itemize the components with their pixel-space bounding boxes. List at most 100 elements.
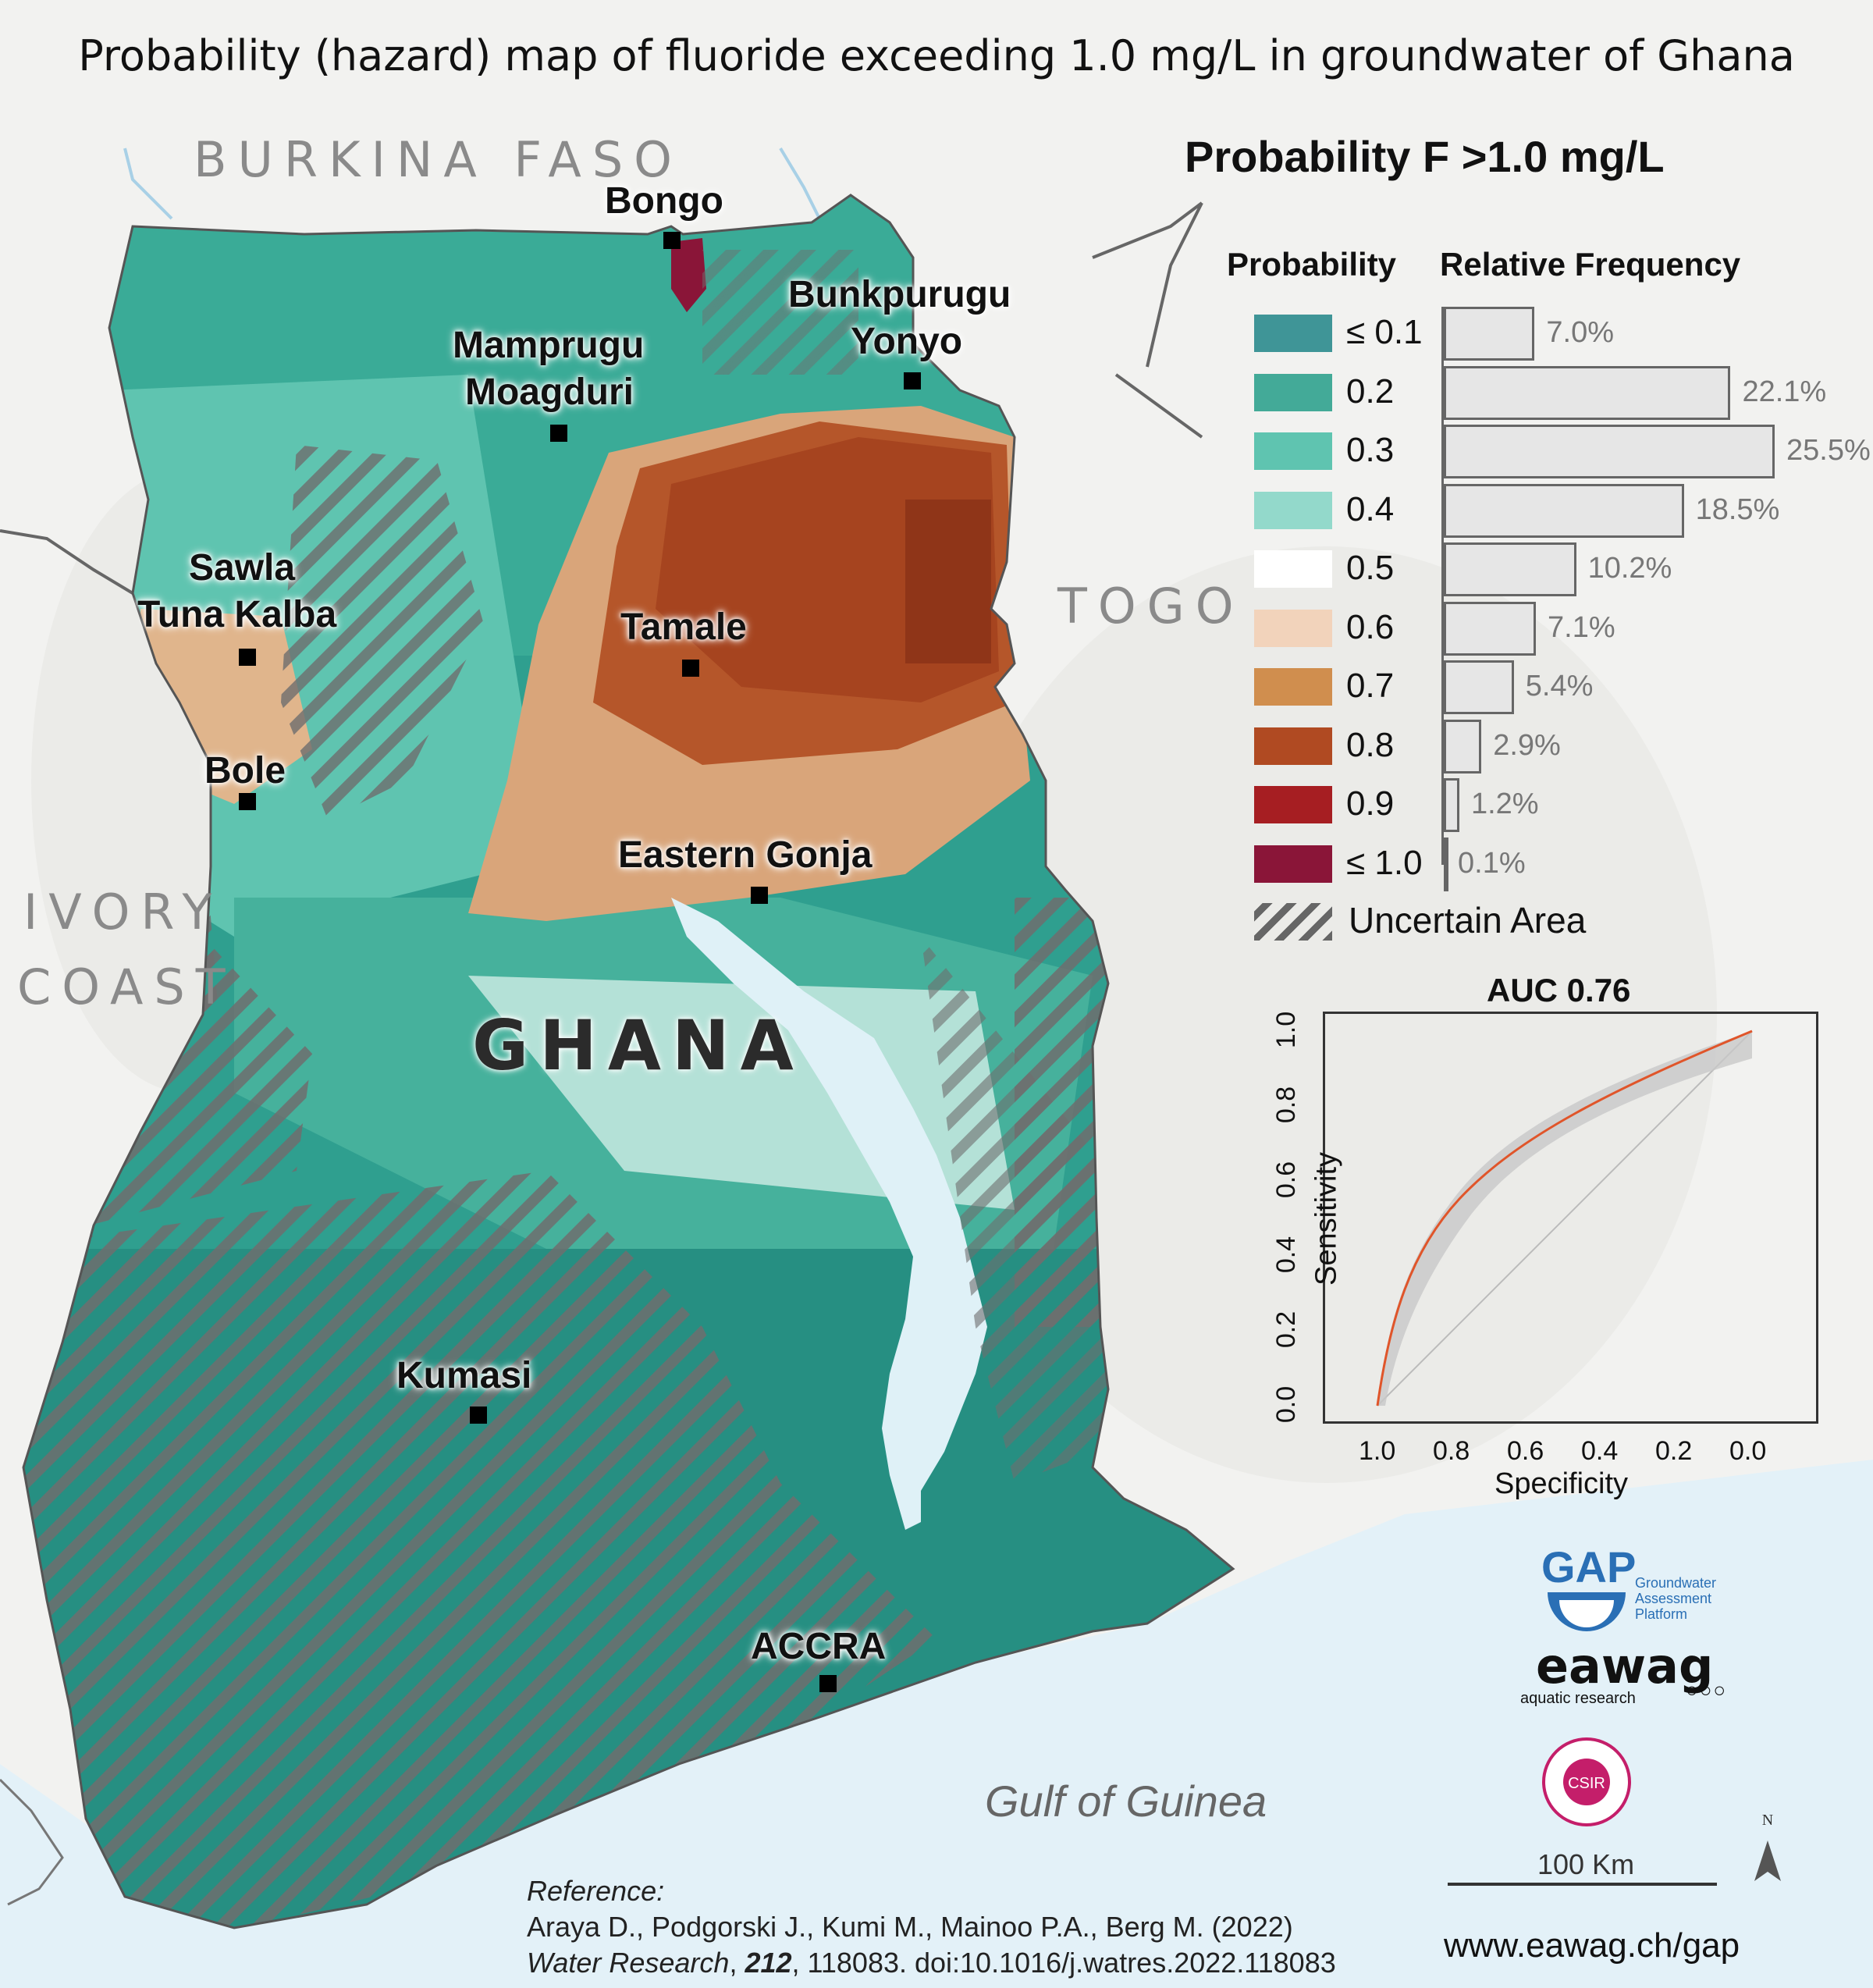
- city-marker-bunkpurugu-yonyo: [904, 372, 921, 389]
- reference-volume: 212: [745, 1947, 792, 1979]
- legend-class-label: ≤ 1.0: [1346, 843, 1423, 882]
- city-label-mamprugu: Mamprugu: [453, 325, 645, 366]
- legend-class-label: 0.4: [1346, 489, 1395, 528]
- frequency-value-label: 25.5%: [1786, 434, 1871, 467]
- gap-sub-line1: Groundwater: [1635, 1575, 1717, 1591]
- frequency-value-label: 0.1%: [1458, 846, 1526, 880]
- csir-logo-text: CSIR: [1568, 1775, 1605, 1792]
- legend-header-probability: Probability: [1227, 246, 1397, 283]
- frequency-value-label: 2.9%: [1493, 728, 1561, 762]
- reference-heading: Reference:: [527, 1875, 665, 1907]
- frequency-axis-line: [1441, 307, 1444, 865]
- legend-class-label: 0.2: [1346, 372, 1395, 411]
- scale-bar-label: 100 Km: [1537, 1848, 1635, 1880]
- reference-journal: Water Research: [527, 1947, 730, 1979]
- eawag-url: www.eawag.ch/gap: [1444, 1926, 1740, 1965]
- legend-swatch-7: [1254, 727, 1332, 765]
- frequency-value-label: 5.4%: [1525, 670, 1594, 702]
- roc-y-tick: 1.0: [1271, 1011, 1302, 1049]
- legend-swatch-9: [1254, 845, 1332, 883]
- legend-swatch-5: [1254, 609, 1332, 647]
- frequency-bar: [1444, 542, 1576, 596]
- legend-class-label: 0.3: [1346, 431, 1395, 469]
- frequency-bar: [1444, 601, 1537, 656]
- legend-swatch-4: [1254, 550, 1332, 588]
- legend-class-label: ≤ 0.1: [1346, 313, 1423, 351]
- city-label-accra: ACCRA: [751, 1626, 887, 1667]
- frequency-value-label: 1.2%: [1470, 788, 1539, 820]
- roc-x-tick: 0.2: [1655, 1436, 1693, 1466]
- roc-x-tick: 0.0: [1729, 1436, 1767, 1466]
- city-label-tamale: Tamale: [620, 606, 747, 648]
- frequency-value-label: 22.1%: [1742, 375, 1827, 408]
- roc-x-tick: 0.6: [1507, 1436, 1544, 1466]
- reference-authors: Araya D., Podgorski J., Kumi M., Mainoo …: [527, 1911, 1293, 1943]
- gap-sub-line2: Assessment: [1635, 1591, 1712, 1606]
- legend-class-label: 0.5: [1346, 549, 1395, 587]
- frequency-bar: [1444, 483, 1684, 538]
- gap-logo-subtitle: Groundwater Assessment Platform: [1635, 1575, 1716, 1622]
- roc-y-tick: 0.8: [1271, 1086, 1302, 1124]
- csir-logo-icon: CSIR: [1542, 1737, 1631, 1826]
- frequency-bar: [1444, 425, 1775, 478]
- legend-swatch-8: [1254, 786, 1332, 823]
- frequency-bar: [1444, 660, 1514, 714]
- roc-x-tick: 0.8: [1433, 1436, 1470, 1466]
- frequency-bar: [1444, 837, 1448, 891]
- water-label-gulf-of-guinea: Gulf of Guinea: [985, 1776, 1267, 1826]
- country-label-ivory: IVORY: [23, 884, 223, 941]
- roc-y-axis-label: Sensitivity: [1310, 1151, 1343, 1286]
- roc-y-tick: 0.4: [1271, 1236, 1302, 1274]
- gap-logo-icon: [1548, 1592, 1626, 1631]
- frequency-bar: [1444, 719, 1482, 774]
- roc-confidence-band: [1377, 1031, 1752, 1406]
- country-label-burkina-faso: BURKINA FASO: [194, 131, 683, 188]
- city-label-moagduri: Moagduri: [465, 372, 634, 413]
- legend-swatch-2: [1254, 432, 1332, 470]
- country-label-togo: TOGO: [1057, 578, 1245, 635]
- frequency-value-label: 7.0%: [1546, 316, 1615, 349]
- roc-x-axis-label: Specificity: [1494, 1467, 1629, 1500]
- legend-class-label: 0.6: [1346, 607, 1395, 646]
- uncertain-area-label: Uncertain Area: [1349, 900, 1587, 941]
- frequency-bar: [1444, 365, 1731, 420]
- city-label-bole: Bole: [204, 750, 286, 791]
- frequency-bar: [1444, 778, 1459, 832]
- north-arrow-icon: N: [1754, 1812, 1781, 1881]
- legend-class-label: 0.9: [1346, 784, 1395, 823]
- roc-y-tick: 0.0: [1271, 1385, 1302, 1424]
- city-label-yonyo: Yonyo: [851, 321, 963, 362]
- roc-curve-plot: [1376, 1030, 1753, 1407]
- city-marker-mamprugu-moagduri: [550, 425, 567, 442]
- uncertain-area-swatch: [1254, 903, 1332, 941]
- roc-y-tick: 0.2: [1271, 1311, 1302, 1349]
- city-label-kumasi: Kumasi: [396, 1355, 532, 1396]
- city-label-bongo: Bongo: [605, 180, 723, 222]
- legend-class-label: 0.7: [1346, 667, 1395, 705]
- city-label-eastern-gonja: Eastern Gonja: [618, 834, 873, 876]
- reference-doi: , 118083. doi:10.1016/j.watres.2022.1180…: [791, 1947, 1336, 1979]
- city-marker-sawla-tuna-kalba: [239, 649, 256, 666]
- legend-swatch-3: [1254, 491, 1332, 529]
- reference-block: Reference: Araya D., Podgorski J., Kumi …: [527, 1873, 1336, 1981]
- country-label-ghana: GHANA: [472, 1005, 805, 1086]
- roc-y-tick: 0.6: [1271, 1161, 1302, 1199]
- city-marker-eastern-gonja: [751, 887, 768, 904]
- map-title: Probability (hazard) map of fluoride exc…: [78, 31, 1795, 80]
- north-label: N: [1762, 1812, 1773, 1829]
- roc-plot-frame: [1323, 1012, 1818, 1424]
- city-label-bunkpurugu: Bunkpurugu: [788, 274, 1011, 315]
- scale-bar: [1448, 1883, 1717, 1886]
- legend-class-label: 0.8: [1346, 725, 1395, 764]
- roc-x-tick: 0.4: [1581, 1436, 1619, 1466]
- roc-diagonal-line: [1377, 1030, 1753, 1407]
- city-label-sawla: Sawla: [189, 547, 296, 589]
- frequency-value-label: 7.1%: [1548, 610, 1615, 644]
- legend-swatch-6: [1254, 668, 1332, 706]
- roc-curve-line: [1376, 1030, 1753, 1407]
- frequency-bar: [1444, 307, 1535, 361]
- city-marker-bongo: [663, 232, 681, 249]
- roc-x-tick: 1.0: [1359, 1436, 1396, 1466]
- country-label-coast: COAST: [17, 958, 236, 1015]
